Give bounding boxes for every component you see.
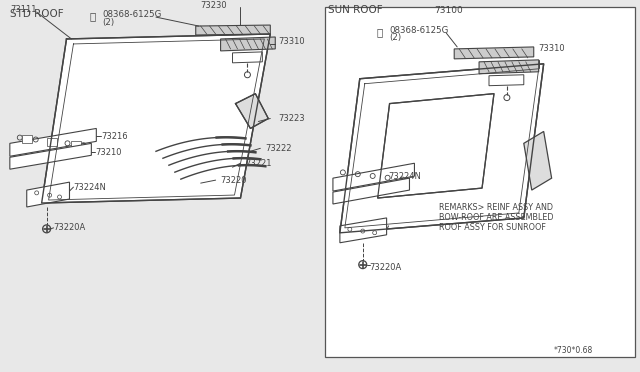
- Text: STD ROOF: STD ROOF: [10, 9, 63, 19]
- Polygon shape: [10, 128, 97, 156]
- Polygon shape: [340, 64, 543, 233]
- Polygon shape: [454, 47, 534, 59]
- Polygon shape: [489, 75, 524, 86]
- Text: *730*0.68: *730*0.68: [554, 346, 593, 355]
- Text: REMARKS> REINF ASSY AND: REMARKS> REINF ASSY AND: [439, 203, 554, 212]
- Polygon shape: [196, 25, 270, 35]
- Text: 73220A: 73220A: [370, 263, 402, 272]
- Text: 08368-6125G: 08368-6125G: [390, 26, 449, 35]
- Text: 73210: 73210: [95, 148, 122, 157]
- Bar: [325, 7, 635, 357]
- Text: BOW-ROOF ARE ASSEMBLED: BOW-ROOF ARE ASSEMBLED: [439, 214, 554, 222]
- FancyBboxPatch shape: [22, 135, 32, 143]
- Polygon shape: [524, 131, 552, 190]
- Text: Ⓢ: Ⓢ: [90, 11, 95, 21]
- Text: 08368-6125G: 08368-6125G: [102, 10, 162, 19]
- Polygon shape: [42, 34, 270, 203]
- Text: 73223: 73223: [278, 114, 305, 123]
- Polygon shape: [340, 218, 387, 243]
- Polygon shape: [232, 52, 262, 63]
- Text: Ⓢ: Ⓢ: [377, 27, 383, 37]
- Text: (2): (2): [390, 33, 402, 42]
- Text: 73310: 73310: [278, 38, 305, 46]
- Text: 73111: 73111: [10, 4, 36, 14]
- Text: 73224N: 73224N: [388, 171, 422, 181]
- Polygon shape: [221, 37, 275, 51]
- Polygon shape: [236, 94, 268, 128]
- Text: 73220: 73220: [221, 176, 247, 185]
- Text: 73221: 73221: [246, 159, 272, 168]
- FancyBboxPatch shape: [47, 138, 56, 146]
- Text: 73222: 73222: [266, 144, 292, 153]
- Text: (2): (2): [102, 17, 115, 26]
- Text: 73220A: 73220A: [54, 223, 86, 232]
- Text: 73100: 73100: [435, 6, 463, 15]
- Polygon shape: [479, 60, 539, 74]
- FancyBboxPatch shape: [72, 141, 81, 149]
- Text: 73230: 73230: [201, 1, 227, 10]
- Text: 73224N: 73224N: [74, 183, 106, 192]
- Polygon shape: [10, 143, 92, 169]
- Polygon shape: [378, 94, 494, 198]
- Text: 73216: 73216: [101, 132, 128, 141]
- Polygon shape: [27, 182, 70, 207]
- Text: SUN ROOF: SUN ROOF: [328, 5, 383, 15]
- Text: 73310: 73310: [539, 44, 565, 54]
- Polygon shape: [333, 163, 415, 191]
- Polygon shape: [333, 178, 410, 204]
- Text: ROOF ASSY FOR SUNROOF: ROOF ASSY FOR SUNROOF: [439, 223, 546, 232]
